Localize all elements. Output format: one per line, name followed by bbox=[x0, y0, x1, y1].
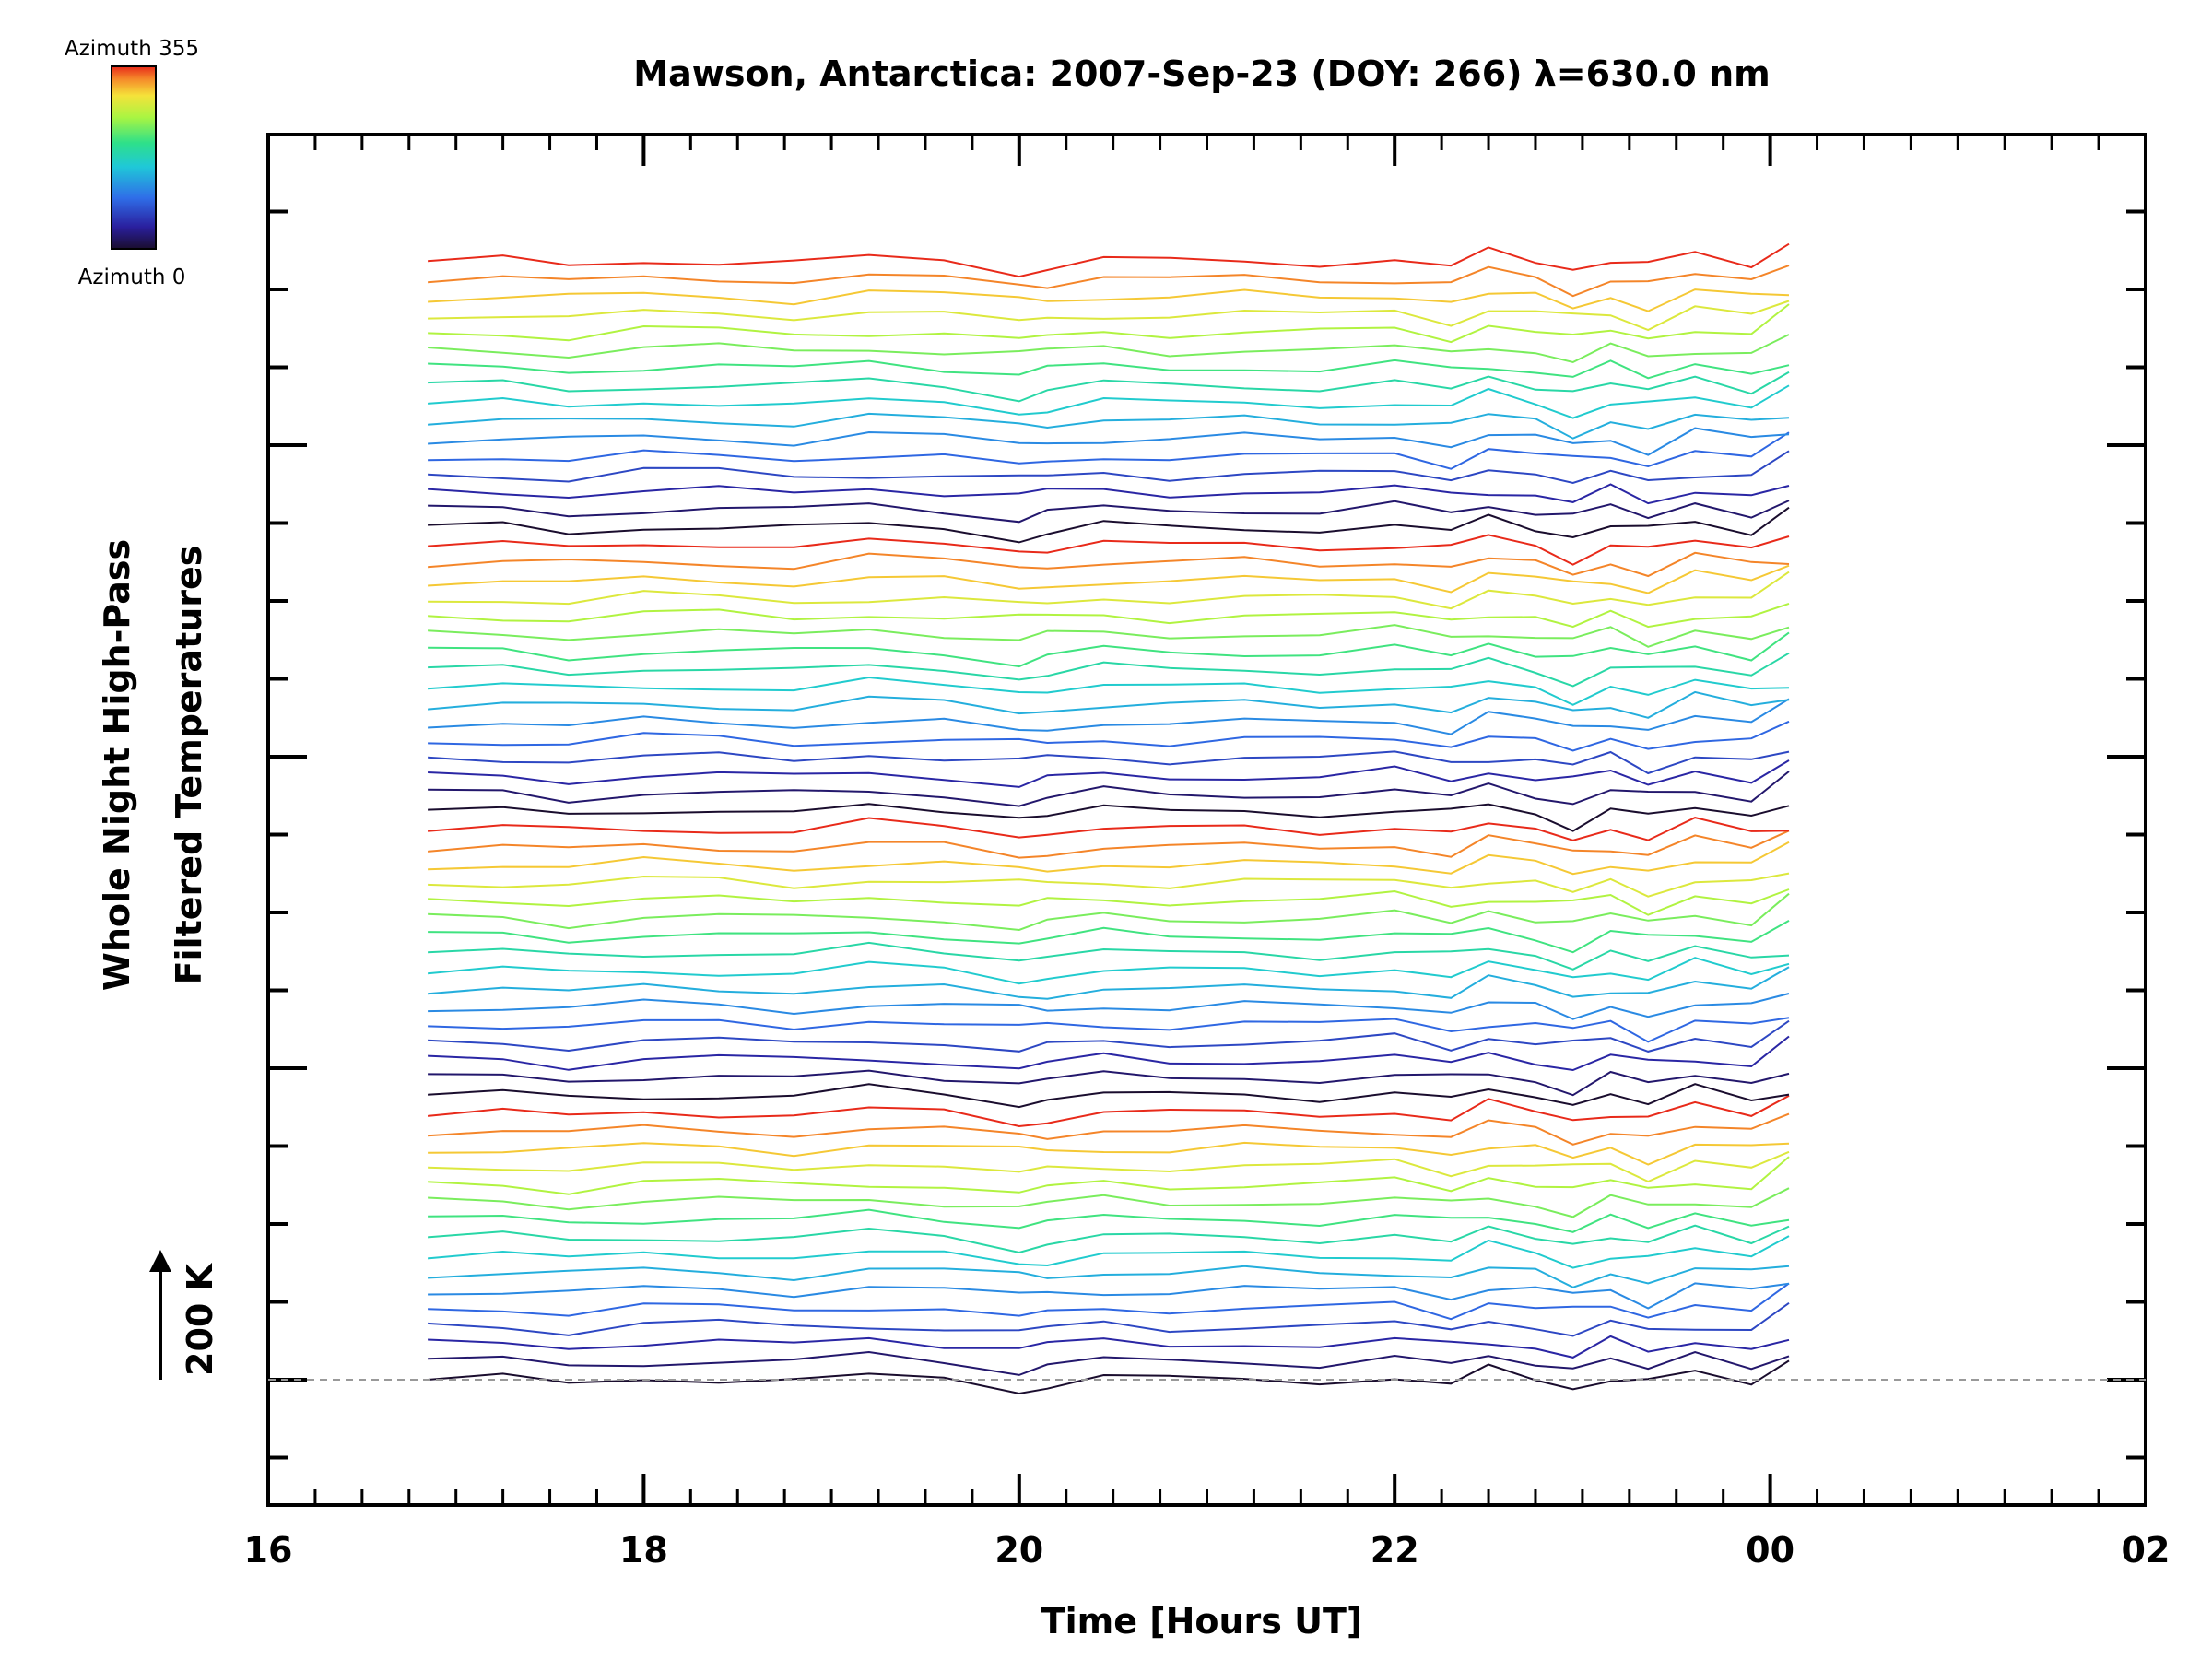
series-trace bbox=[428, 830, 1790, 859]
x-tick-label: 02 bbox=[2122, 1530, 2171, 1571]
series-trace bbox=[428, 957, 1790, 985]
axes bbox=[266, 133, 2147, 1507]
series-trace bbox=[428, 1083, 1790, 1109]
series-trace bbox=[428, 1224, 1790, 1254]
series-trace bbox=[428, 631, 1790, 668]
series-trace bbox=[428, 1335, 1790, 1359]
series-trace bbox=[428, 750, 1790, 775]
plot-frame bbox=[266, 133, 2147, 1507]
series-trace bbox=[428, 1141, 1790, 1166]
series-trace bbox=[428, 841, 1790, 876]
series-trace bbox=[428, 412, 1790, 440]
colorbar-legend: Azimuth 355 Azimuth 0 bbox=[65, 37, 199, 289]
series-trace bbox=[428, 920, 1790, 954]
series-trace bbox=[428, 534, 1790, 566]
colorbar-top-label: Azimuth 355 bbox=[65, 37, 199, 61]
series-trace bbox=[428, 359, 1790, 380]
series-trace bbox=[428, 371, 1790, 403]
series-trace bbox=[428, 1350, 1790, 1376]
x-axis-label: Time [Hours UT] bbox=[1041, 1601, 1363, 1641]
series-trace bbox=[428, 500, 1790, 524]
series-trace bbox=[428, 1150, 1790, 1183]
series-trace bbox=[428, 817, 1790, 841]
series-trace bbox=[428, 771, 1790, 807]
series-trace bbox=[428, 720, 1790, 752]
series-trace bbox=[428, 427, 1790, 456]
scale-bar-arrow-head bbox=[149, 1250, 171, 1272]
series-trace bbox=[428, 1359, 1790, 1395]
series-trace bbox=[428, 242, 1790, 278]
series-trace bbox=[428, 602, 1790, 629]
series-trace bbox=[428, 676, 1790, 706]
series-trace bbox=[428, 1035, 1790, 1072]
series-trace bbox=[428, 803, 1790, 832]
y-axis-label-line2: Filtered Temperatures bbox=[169, 546, 209, 985]
series-trace bbox=[428, 303, 1790, 344]
series-trace bbox=[428, 690, 1790, 719]
series-trace bbox=[428, 1265, 1790, 1288]
y-axis-label-line1: Whole Night High-Pass bbox=[97, 539, 137, 991]
series-trace bbox=[428, 1235, 1790, 1269]
series-trace bbox=[428, 993, 1790, 1020]
colorbar-bottom-label: Azimuth 0 bbox=[78, 265, 186, 289]
series-trace bbox=[428, 450, 1790, 485]
series-trace bbox=[428, 652, 1790, 688]
x-tick-label: 00 bbox=[1746, 1530, 1794, 1571]
series-trace bbox=[428, 1156, 1790, 1195]
series-trace bbox=[428, 1301, 1790, 1337]
series-trace bbox=[428, 384, 1790, 419]
x-tick-label: 20 bbox=[994, 1530, 1043, 1571]
series-traces bbox=[428, 242, 1790, 1395]
series-trace bbox=[428, 872, 1790, 898]
series-trace bbox=[428, 1187, 1790, 1218]
x-tick-label: 16 bbox=[244, 1530, 293, 1571]
series-trace bbox=[428, 564, 1790, 594]
series-trace bbox=[428, 334, 1790, 364]
series-trace bbox=[428, 892, 1790, 932]
series-trace bbox=[428, 1112, 1790, 1146]
series-trace bbox=[428, 431, 1790, 470]
series-trace bbox=[428, 1069, 1790, 1097]
series-trace bbox=[428, 1282, 1790, 1321]
scale-bar: 200 K bbox=[149, 1250, 220, 1380]
series-trace bbox=[428, 506, 1790, 544]
x-tick-label: 22 bbox=[1371, 1530, 1419, 1571]
series-trace bbox=[428, 759, 1790, 788]
series-trace bbox=[428, 483, 1790, 505]
series-trace bbox=[428, 300, 1790, 332]
series-trace bbox=[428, 571, 1790, 610]
series-trace bbox=[428, 1282, 1790, 1310]
series-trace bbox=[428, 1019, 1790, 1053]
series-trace bbox=[428, 288, 1790, 312]
series-trace bbox=[428, 888, 1790, 916]
colorbar bbox=[111, 65, 157, 250]
series-trace bbox=[428, 1208, 1790, 1233]
chart-title: Mawson, Antarctica: 2007-Sep-23 (DOY: 26… bbox=[633, 53, 1770, 94]
series-trace bbox=[428, 551, 1790, 578]
series-trace bbox=[428, 698, 1790, 735]
series-trace bbox=[428, 1017, 1790, 1043]
series-trace bbox=[428, 265, 1790, 298]
x-tick-labels: 16 18 20 22 00 02 bbox=[244, 1530, 2171, 1571]
series-trace bbox=[428, 966, 1790, 1000]
series-trace bbox=[428, 624, 1790, 648]
scale-bar-label: 200 K bbox=[180, 1262, 220, 1376]
x-tick-label: 18 bbox=[619, 1530, 668, 1571]
series-trace bbox=[428, 1095, 1790, 1128]
series-trace bbox=[428, 941, 1790, 971]
